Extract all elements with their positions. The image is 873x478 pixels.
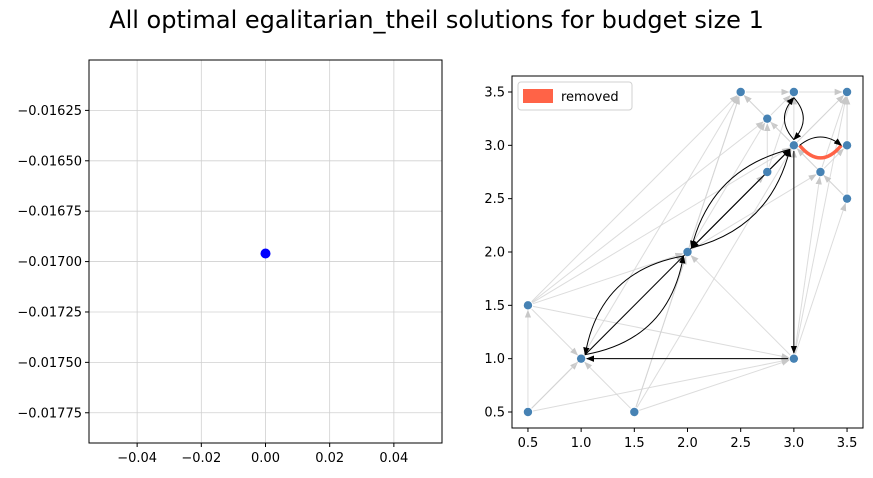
background-edge <box>584 361 632 409</box>
network-node <box>523 301 533 310</box>
highlighted-edge <box>691 148 792 249</box>
background-edge <box>531 95 738 303</box>
network-node <box>842 194 852 203</box>
y-tick-label: 0.5 <box>484 406 505 421</box>
x-tick-label: 3.0 <box>784 436 805 451</box>
background-edge <box>583 95 739 355</box>
x-tick-label: 2.5 <box>730 436 751 451</box>
network-node <box>763 167 772 177</box>
x-tick-label: 0.02 <box>315 451 344 466</box>
x-tick-label: 2.0 <box>677 436 698 451</box>
y-tick-label: −0.01650 <box>17 154 82 169</box>
y-tick-label: −0.01750 <box>17 356 82 371</box>
y-tick-label: 1.5 <box>484 299 505 314</box>
background-edge <box>531 121 764 303</box>
x-tick-label: 1.0 <box>571 436 592 451</box>
y-tick-label: −0.01775 <box>17 406 82 421</box>
network-node <box>763 114 772 123</box>
y-tick-label: 3.0 <box>484 139 505 154</box>
data-point <box>260 248 271 259</box>
highlighted-edge <box>585 255 686 356</box>
network-node <box>842 87 852 97</box>
y-tick-label: 1.0 <box>484 352 505 367</box>
background-edge <box>794 176 822 354</box>
network-panel: 0.5 1.0 1.5 2.0 2.5 3.0 3.5 0.5 1.0 1.5 2.0 2.5 3.0 3… <box>484 75 864 451</box>
background-edge <box>639 359 790 411</box>
background-edge <box>689 122 766 248</box>
network-node <box>789 141 799 150</box>
network-node <box>842 141 852 150</box>
x-tick-label: 3.5 <box>837 436 858 451</box>
y-tick-label: 2.0 <box>484 246 505 261</box>
x-tick-label: −0.02 <box>181 451 221 466</box>
highlighted-edge <box>793 97 804 141</box>
network-node <box>816 167 825 177</box>
background-edge <box>743 95 764 116</box>
x-tick-label: 0.04 <box>379 451 408 466</box>
network-node <box>683 247 692 257</box>
network-node <box>576 354 586 363</box>
background-edge <box>532 357 790 412</box>
background-edge <box>532 252 684 305</box>
background-edge <box>688 96 740 248</box>
network-node <box>736 87 745 97</box>
background-edge <box>823 148 844 169</box>
scatter-panel: −0.04 −0.02 0.00 0.02 0.04 −0.01625 −0.01650 −0… <box>17 59 443 466</box>
legend-label: removed <box>561 90 619 105</box>
x-tick-label: 1.5 <box>624 436 645 451</box>
background-edge <box>532 305 790 360</box>
y-tick-label: 3.5 <box>484 86 505 101</box>
y-tick-label: −0.01700 <box>17 255 82 270</box>
y-tick-label: −0.01625 <box>17 104 82 119</box>
background-edge <box>823 175 844 196</box>
highlighted-edge <box>690 148 790 249</box>
network-node <box>523 407 533 417</box>
network-node <box>630 407 639 417</box>
x-tick-label: −0.04 <box>117 451 157 466</box>
y-tick-label: 2.5 <box>484 192 505 207</box>
x-tick-label: 0.5 <box>518 436 539 451</box>
network-node <box>789 354 799 363</box>
network-node <box>789 87 799 97</box>
y-tick-label: −0.01725 <box>17 305 82 320</box>
background-edge <box>691 174 817 250</box>
background-edge <box>690 255 791 356</box>
x-tick-label: 0.00 <box>251 451 280 466</box>
highlighted-edge <box>783 97 795 140</box>
background-edge <box>531 308 579 356</box>
legend-swatch <box>523 89 553 103</box>
legend: removed <box>517 81 633 111</box>
highlighted-edge <box>583 255 684 356</box>
y-tick-label: −0.01675 <box>17 205 82 220</box>
background-edge <box>796 148 818 169</box>
removed-edge <box>798 144 843 160</box>
figure-title: All optimal egalitarian_theil solutions … <box>109 6 764 34</box>
background-edge <box>797 95 844 143</box>
highlighted-edge <box>799 136 842 146</box>
background-edge <box>795 202 847 354</box>
